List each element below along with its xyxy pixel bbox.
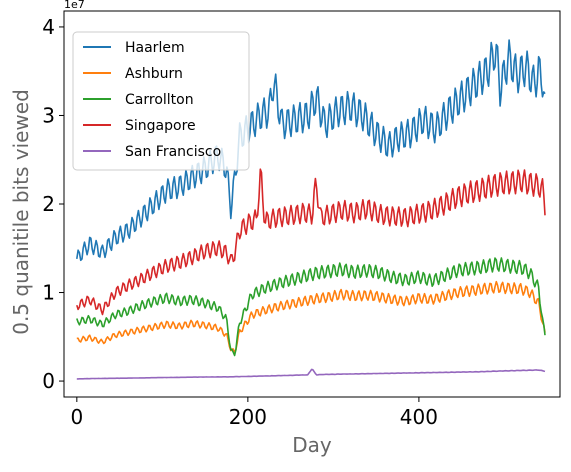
y-tick-label: 0 bbox=[42, 369, 55, 393]
legend-label-carrollton: Carrollton bbox=[125, 92, 194, 108]
x-axis-title: Day bbox=[292, 433, 332, 457]
legend-label-san-francisco: San Francisco bbox=[125, 144, 221, 160]
y-axis-title: 0.5 quanitile bits viewed bbox=[9, 89, 33, 335]
series-line-carrollton bbox=[76, 257, 546, 357]
legend-box bbox=[72, 31, 250, 171]
series-layer bbox=[76, 39, 546, 380]
y-tick-label: 4 bbox=[42, 15, 55, 39]
x-tick-label: 200 bbox=[229, 405, 267, 429]
series-line-ashburn bbox=[76, 280, 546, 353]
series-line-san-francisco bbox=[76, 368, 546, 380]
x-tick-label: 400 bbox=[400, 405, 438, 429]
y-axis-offset-label: 1e7 bbox=[64, 0, 85, 11]
x-axis: 0 200 400 bbox=[70, 397, 438, 429]
legend-label-haarlem: Haarlem bbox=[125, 40, 185, 56]
y-tick-label: 1 bbox=[42, 281, 55, 305]
x-tick-label: 0 bbox=[70, 405, 83, 429]
series-line-singapore bbox=[76, 168, 546, 316]
legend-label-singapore: Singapore bbox=[125, 118, 196, 134]
legend: Haarlem Ashburn Carrollton Singapore San Fra… bbox=[72, 31, 250, 171]
y-tick-label: 2 bbox=[42, 192, 55, 216]
y-tick-label: 3 bbox=[42, 103, 55, 127]
y-axis: 0 1 2 3 4 bbox=[42, 15, 64, 393]
series-line-haarlem bbox=[76, 39, 546, 262]
legend-label-ashburn: Ashburn bbox=[125, 66, 183, 82]
